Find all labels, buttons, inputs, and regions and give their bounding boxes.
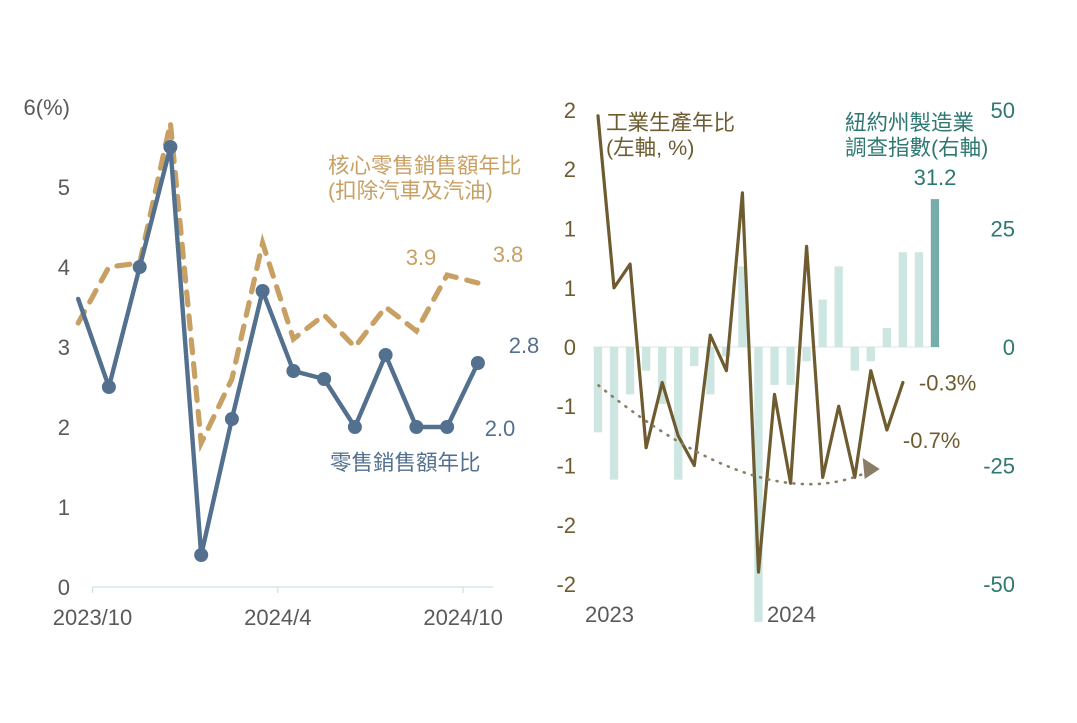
svg-text:5: 5	[58, 175, 70, 200]
svg-text:零售銷售額年比: 零售銷售額年比	[330, 451, 481, 475]
svg-text:1: 1	[564, 217, 576, 242]
svg-text:2.0: 2.0	[485, 416, 516, 441]
svg-text:0: 0	[58, 575, 70, 600]
svg-text:2: 2	[564, 98, 576, 123]
svg-text:-2: -2	[556, 572, 576, 597]
svg-text:-50: -50	[983, 572, 1015, 597]
svg-text:2.8: 2.8	[509, 333, 540, 358]
svg-text:-25: -25	[983, 454, 1015, 479]
svg-text:-1: -1	[556, 394, 576, 419]
svg-text:2024/4: 2024/4	[244, 605, 311, 630]
svg-text:(扣除汽車及汽油): (扣除汽車及汽油)	[328, 179, 493, 203]
svg-text:2023/10: 2023/10	[53, 605, 133, 630]
svg-text:-0.7%: -0.7%	[903, 428, 960, 453]
svg-text:25: 25	[991, 217, 1015, 242]
svg-text:31.2: 31.2	[914, 165, 957, 190]
svg-text:-2: -2	[556, 513, 576, 538]
svg-text:3.9: 3.9	[406, 245, 437, 270]
svg-text:核心零售銷售額年比: 核心零售銷售額年比	[328, 154, 522, 178]
svg-text:0: 0	[1003, 335, 1015, 360]
svg-text:3: 3	[58, 335, 70, 360]
svg-text:2: 2	[58, 415, 70, 440]
svg-text:0: 0	[564, 335, 576, 360]
svg-text:紐約州製造業: 紐約州製造業	[845, 111, 974, 135]
svg-text:1: 1	[58, 495, 70, 520]
svg-text:-1: -1	[556, 454, 576, 479]
svg-text:2024: 2024	[767, 602, 816, 627]
svg-text:1: 1	[564, 276, 576, 301]
svg-text:3.8: 3.8	[493, 242, 524, 267]
svg-text:50: 50	[991, 98, 1015, 123]
svg-text:4: 4	[58, 255, 70, 280]
svg-text:-0.3%: -0.3%	[919, 371, 976, 396]
svg-text:調查指數(右軸): 調查指數(右軸)	[845, 136, 988, 160]
svg-text:2024/10: 2024/10	[423, 605, 503, 630]
svg-text:2: 2	[564, 157, 576, 182]
svg-text:工業生產年比: 工業生產年比	[606, 111, 735, 135]
svg-text:2023: 2023	[585, 602, 634, 627]
svg-text:(左軸, %): (左軸, %)	[606, 136, 694, 160]
svg-text:6(%): 6(%)	[24, 95, 70, 120]
